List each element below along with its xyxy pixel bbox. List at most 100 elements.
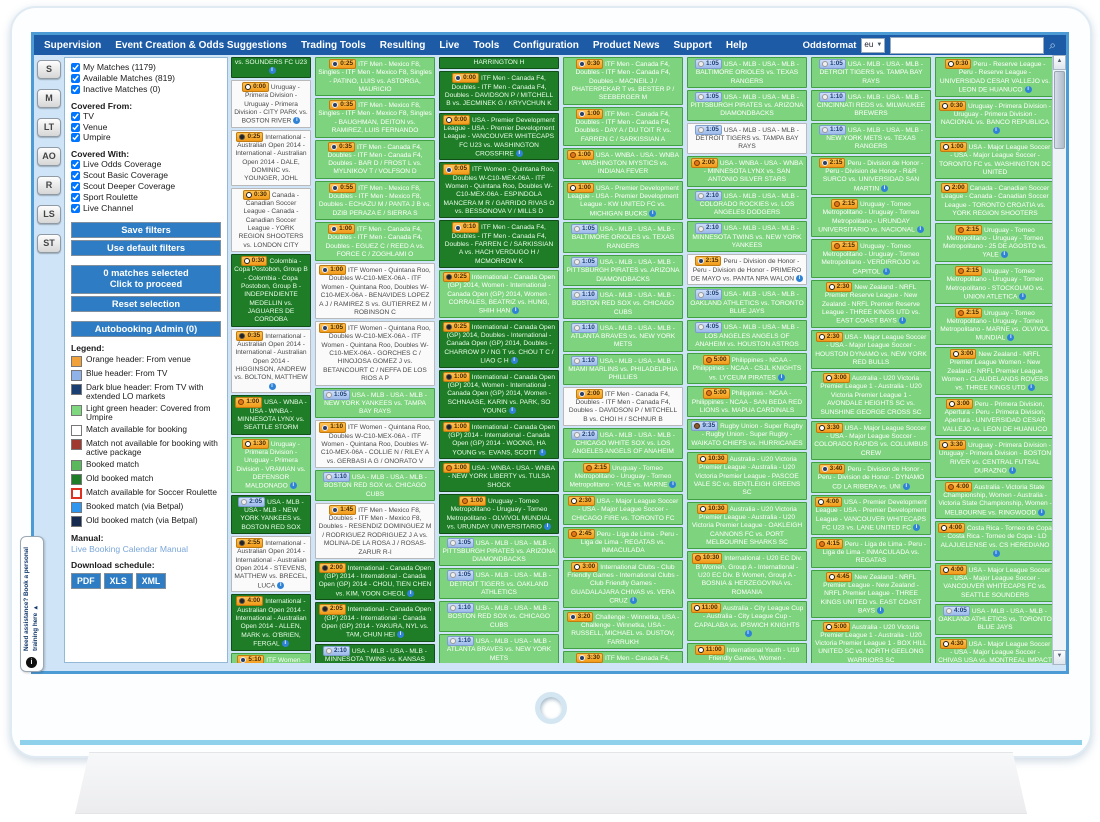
match-cell[interactable]: 1:00 USA - WNBA - USA - WNBA - MINNESOTA … xyxy=(231,395,311,435)
info-icon[interactable]: i xyxy=(992,550,1000,557)
menu-item-product-news[interactable]: Product News xyxy=(592,39,660,51)
match-cell[interactable]: 3:00 Australia - U20 Victoria Premier Lea… xyxy=(811,371,931,419)
rail-button-lt[interactable]: LT xyxy=(37,118,61,137)
match-cell[interactable]: 1:30 Uruguay - Primera Division - Uruguay… xyxy=(231,436,311,493)
info-icon[interactable]: i xyxy=(1000,251,1008,259)
match-cell[interactable]: 4:00 USA - Major League Soccer - USA - Ma… xyxy=(935,562,1052,602)
menu-item-tools[interactable]: Tools xyxy=(473,39,500,51)
info-icon[interactable]: i xyxy=(515,149,523,157)
match-cell[interactable]: 2:05 International - Canada Open (GP) 201… xyxy=(315,602,435,642)
checkbox-icon[interactable] xyxy=(71,73,80,83)
match-cell[interactable]: 1:00 International - Canada Open (GP) 201… xyxy=(439,369,559,418)
match-cell[interactable]: 0:00 Uruguay - Primera Division - Uruguay… xyxy=(231,79,311,128)
save-filters-button[interactable]: Save filters xyxy=(71,221,221,238)
match-cell[interactable]: 1:05 USA - MLB - USA - MLB - PITTSBURGH P… xyxy=(439,535,559,567)
info-icon[interactable]: i xyxy=(1019,292,1027,300)
match-cell[interactable]: 1:05 USA - MLB - USA - MLB - BALTIMORE OR… xyxy=(687,57,807,88)
match-cell[interactable]: 3:40 Peru - Division de Honor - Peru - Di… xyxy=(811,462,931,494)
menu-item-configuration[interactable]: Configuration xyxy=(513,39,579,51)
download-pdf-button[interactable]: PDF xyxy=(71,573,101,590)
checkbox-icon[interactable] xyxy=(71,203,80,213)
match-cell[interactable]: 0:55 ITF Men - Mexico F8, Doubles - ITF M… xyxy=(315,180,435,220)
covered-with-sport-roulette[interactable]: Sport Roulette xyxy=(71,192,221,203)
match-cell[interactable]: 3:00 Peru - Primera Division, Apertura - … xyxy=(935,396,1052,437)
match-cell[interactable]: 4:45 New Zealand - NRFL Premier League - … xyxy=(811,569,931,618)
covered-from-tv[interactable]: TV xyxy=(71,111,221,122)
match-cell[interactable]: 3:20 Challenge - Winnetka, USA - Challeng… xyxy=(563,609,683,649)
match-cell[interactable]: 4:00 USA - Premier Development League - U… xyxy=(811,495,931,535)
match-cell[interactable]: 0:30 Peru - Reserve League - Peru - Reser… xyxy=(935,57,1052,97)
covered-with-live-odds-coverage[interactable]: Live Odds Coverage xyxy=(71,159,221,170)
checkbox-icon[interactable] xyxy=(71,84,80,94)
checkbox-icon[interactable] xyxy=(71,160,80,170)
match-cell[interactable]: 1:00 ITF Men - Canada F4, Doubles - ITF M… xyxy=(563,106,683,146)
match-cell[interactable]: 0:30 Canada - Canadian Soccer League - Ca… xyxy=(231,187,311,253)
match-cell[interactable]: 2:55 International - Australian Open 2014… xyxy=(231,536,311,593)
covered-from-venue[interactable]: Venue xyxy=(71,122,221,133)
checkbox-icon[interactable] xyxy=(71,111,80,121)
match-cell[interactable]: 0:35 ITF Men - Mexico F8, Singles - ITF M… xyxy=(315,98,435,138)
match-cell[interactable]: 5:00 Philippines - NCAA - Philippines - N… xyxy=(687,353,807,385)
match-cell[interactable]: 2:15 Peru - Division de Honor - Peru - Di… xyxy=(811,155,931,196)
match-cell[interactable]: 1:00 USA - Major League Soccer - USA - Ma… xyxy=(935,140,1052,180)
info-icon[interactable]: i xyxy=(510,357,518,365)
rail-button-m[interactable]: M xyxy=(37,89,61,108)
match-cell[interactable]: 11:00 International Youth - U19 Friendly … xyxy=(687,642,807,663)
match-cell[interactable]: 2:15 Peru - Division de Honor - Peru - Di… xyxy=(687,254,807,286)
checkbox-icon[interactable] xyxy=(71,133,80,143)
search-input[interactable] xyxy=(890,36,1045,54)
match-cell[interactable]: 1:45 ITF Men - Mexico F8, Doubles - ITF M… xyxy=(315,502,435,559)
checkbox-icon[interactable] xyxy=(71,171,80,181)
menu-item-supervision[interactable]: Supervision xyxy=(44,39,102,51)
match-cell[interactable]: 2:00 International - Canada Open (GP) 201… xyxy=(315,560,435,601)
menu-item-event-creation-odds-suggestions[interactable]: Event Creation & Odds Suggestions xyxy=(115,39,287,51)
reset-selection-button[interactable]: Reset selection xyxy=(71,295,221,312)
match-cell[interactable]: 0:25 International - Australian Open 2014… xyxy=(231,129,311,186)
match-cell[interactable]: 2:30 USA - Major League Soccer - USA - Ma… xyxy=(811,330,931,370)
match-cell[interactable]: 1:00 ITF Men - Canada F4, Doubles - ITF M… xyxy=(315,222,435,262)
scrollbar-track[interactable] xyxy=(1053,150,1066,650)
match-cell[interactable]: 1:00 USA - Premier Development League - U… xyxy=(563,180,683,221)
match-cell[interactable]: 1:10 USA - MLB - USA - MLB - BOSTON RED S… xyxy=(315,470,435,501)
match-cell[interactable]: 1:10 ITF Women - Quintana Roo, Doubles W-… xyxy=(315,420,435,469)
match-cell[interactable]: 2:15 Uruguay - Torneo Metropolitano - Uru… xyxy=(811,197,931,237)
download-xml-button[interactable]: XML xyxy=(135,573,167,590)
covered-with-live-channel[interactable]: Live Channel xyxy=(71,203,221,214)
match-filter-inactive-matches-0-[interactable]: Inactive Matches (0) xyxy=(71,84,221,95)
autobooking-admin-button[interactable]: Autobooking Admin (0) xyxy=(71,320,221,337)
match-cell[interactable]: 2:10 USA - MLB - USA - MLB - MINNESOTA TW… xyxy=(687,221,807,253)
rail-button-st[interactable]: ST xyxy=(37,234,61,253)
match-cell[interactable]: 1:00 USA - WNBA - USA - WNBA - NEW YORK L… xyxy=(439,461,559,493)
match-cell[interactable]: 1:10 USA - MLB - USA - MLB - ATLANTA BRAV… xyxy=(563,320,683,352)
match-cell[interactable]: 10:30 Australia - U20 Victoria Premier Le… xyxy=(687,501,807,550)
match-cell[interactable]: 3:00 New Zealand - NRFL Premier League Wo… xyxy=(935,347,1052,395)
match-cell[interactable]: 1:05 USA - MLB - USA - MLB - DETROIT TIGE… xyxy=(439,568,559,600)
info-icon[interactable]: i xyxy=(407,589,415,597)
match-cell[interactable]: 0:35 ITF Men - Canada F4, Doubles - ITF M… xyxy=(315,139,435,179)
match-cell[interactable]: 2:05 USA - MLB - USA - MLB - NEW YORK YAN… xyxy=(231,494,311,535)
match-cell[interactable]: 4:05 USA - MLB - USA - MLB - OAKLAND ATHL… xyxy=(935,603,1052,635)
match-cell[interactable]: 4:00 Costa Rica - Torneo de Copa - Costa … xyxy=(935,521,1052,561)
match-cell[interactable]: 4:30 USA - Major League Soccer - USA - Ma… xyxy=(935,636,1052,663)
match-cell[interactable]: 1:05 USA - MLB - USA - MLB - DETROIT TIGE… xyxy=(811,57,931,88)
info-icon[interactable]: i xyxy=(777,373,785,381)
match-cell[interactable]: 2:15 Uruguay - Torneo Metropolitano - Uru… xyxy=(935,264,1052,304)
info-icon[interactable]: i xyxy=(882,267,890,275)
match-cell[interactable]: 1:00 Uruguay - Torneo Metropolitano - Uru… xyxy=(439,494,559,534)
info-icon[interactable]: i xyxy=(508,407,516,415)
info-icon[interactable]: i xyxy=(289,482,297,490)
covered-with-scout-deeper-coverage[interactable]: Scout Deeper Coverage xyxy=(71,181,221,192)
match-cell[interactable]: 0:25 International - Canada Open (GP) 201… xyxy=(439,319,559,368)
info-icon[interactable]: i xyxy=(898,317,906,325)
match-cell[interactable]: 2:15 Uruguay - Torneo Metropolitano - Uru… xyxy=(935,222,1052,262)
match-cell[interactable]: 10:30 Australia - U20 Victoria Premier Le… xyxy=(687,452,807,500)
match-cell[interactable]: 1:00 ITF Women - Quintana Roo, Doubles W-… xyxy=(315,263,435,320)
match-cell[interactable]: 11:00 Australia - City League Cup - Austr… xyxy=(687,601,807,641)
match-cell[interactable]: 1:10 USA - MLB - USA - MLB - ATLANTA BRAV… xyxy=(439,634,559,663)
match-cell[interactable]: 4:00 International - Australian Open 2014… xyxy=(231,594,311,651)
menu-item-trading-tools[interactable]: Trading Tools xyxy=(300,39,366,51)
info-icon[interactable]: i xyxy=(669,481,677,489)
info-icon[interactable]: i xyxy=(277,581,285,589)
match-cell[interactable]: 0:35 International - Australian Open 2014… xyxy=(231,328,311,394)
